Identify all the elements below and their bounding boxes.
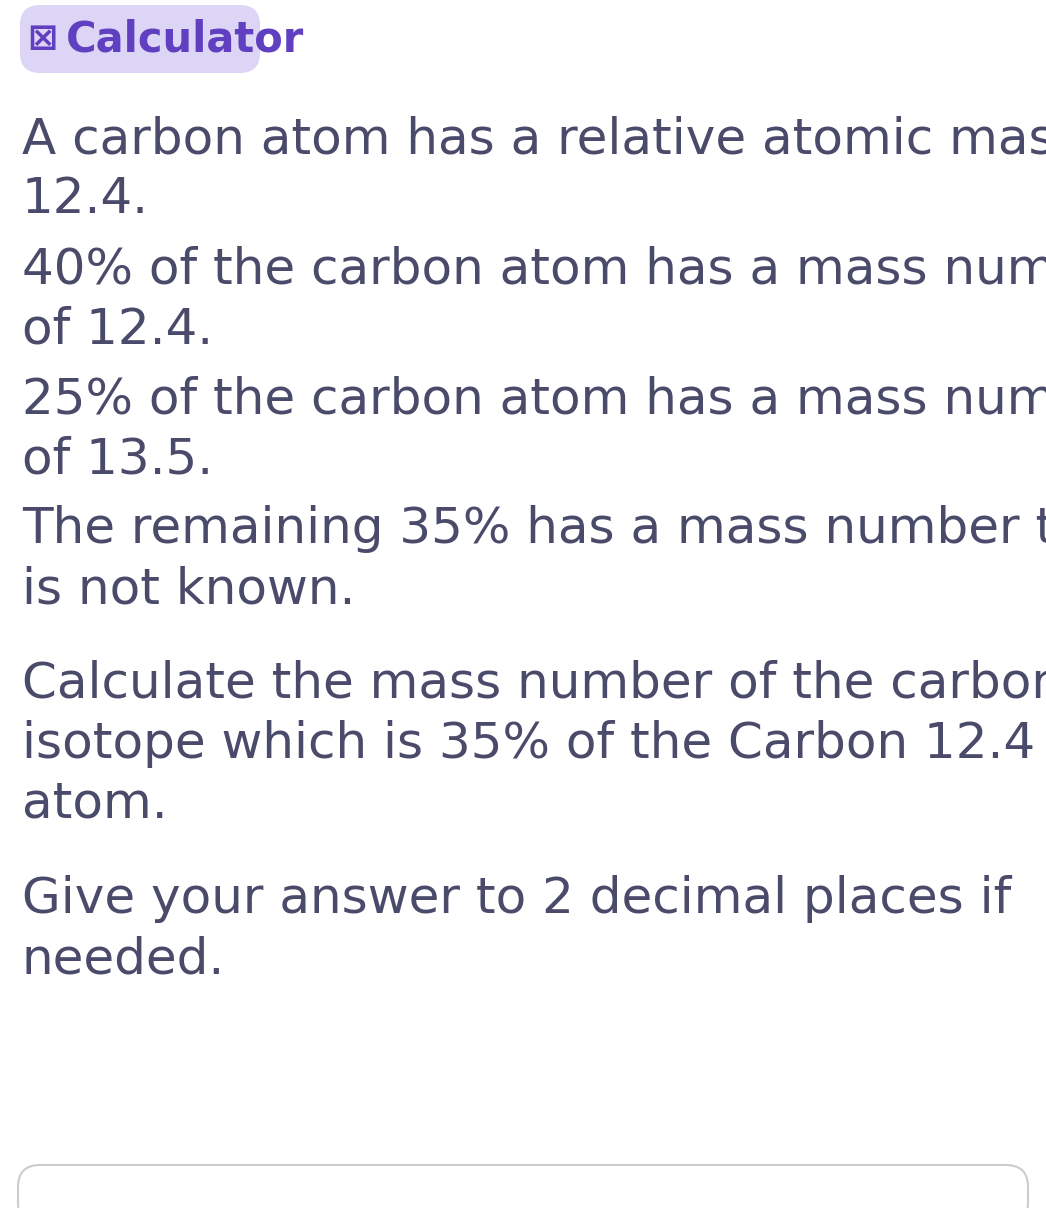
Text: needed.: needed. <box>22 935 225 983</box>
Text: Calculate the mass number of the carbon: Calculate the mass number of the carbon <box>22 660 1046 708</box>
Text: A carbon atom has a relative atomic mass of: A carbon atom has a relative atomic mass… <box>22 115 1046 163</box>
Text: 12.4.: 12.4. <box>22 175 149 223</box>
Text: Calculator: Calculator <box>66 18 304 60</box>
Text: of 13.5.: of 13.5. <box>22 435 213 483</box>
Text: ⊠: ⊠ <box>27 22 58 56</box>
Text: is not known.: is not known. <box>22 565 356 612</box>
FancyBboxPatch shape <box>20 5 260 72</box>
Text: 40% of the carbon atom has a mass number: 40% of the carbon atom has a mass number <box>22 245 1046 294</box>
FancyBboxPatch shape <box>18 1165 1028 1208</box>
Text: Give your answer to 2 decimal places if: Give your answer to 2 decimal places if <box>22 875 1011 923</box>
Text: of 12.4.: of 12.4. <box>22 304 213 353</box>
Text: isotope which is 35% of the Carbon 12.4: isotope which is 35% of the Carbon 12.4 <box>22 720 1036 768</box>
Text: atom.: atom. <box>22 780 167 827</box>
Text: The remaining 35% has a mass number that: The remaining 35% has a mass number that <box>22 505 1046 553</box>
Text: 25% of the carbon atom has a mass number: 25% of the carbon atom has a mass number <box>22 374 1046 423</box>
